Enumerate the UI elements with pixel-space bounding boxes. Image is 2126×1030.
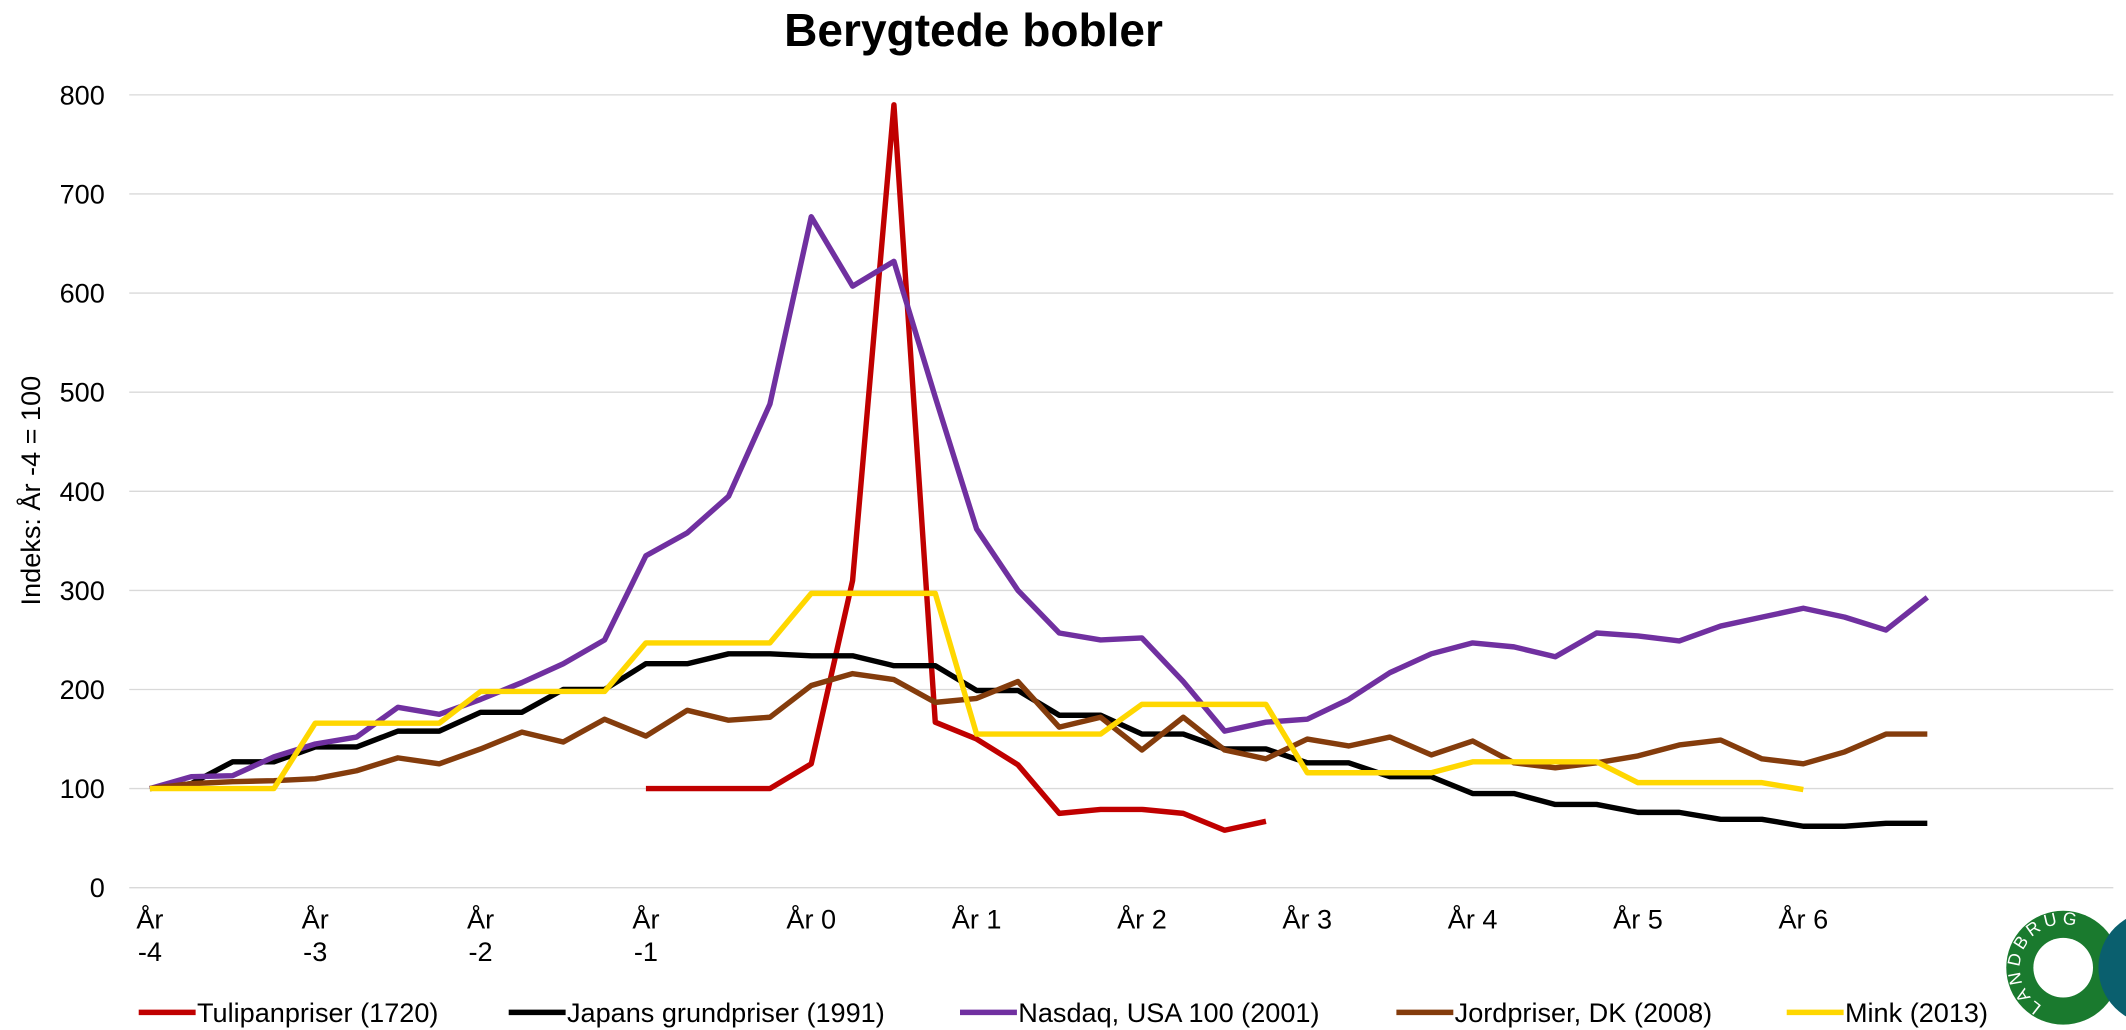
x-tick-label-box: År 2: [1117, 905, 1167, 936]
x-tick-label-box: År -3: [301, 905, 329, 968]
chart-title: Berygtede bobler: [784, 4, 1163, 56]
series-line: [149, 651, 1928, 829]
logo: LANDBRUG: [2003, 908, 2126, 1025]
x-tick-label-box: År 4: [1447, 905, 1498, 936]
legend-label: Jordpriser, DK (2008): [1455, 997, 1713, 1028]
y-tick-label: 0: [90, 872, 105, 903]
x-tick-label: År 3: [1282, 905, 1333, 936]
legend-label: Mink (2013): [1845, 997, 1988, 1028]
legend-label: Nasdaq, USA 100 (2001): [1018, 997, 1319, 1028]
logo-hole: [2033, 937, 2093, 998]
x-tick-label-box: År -1: [632, 905, 660, 968]
logo-circle: [2098, 918, 2126, 1017]
y-tick-label: 600: [60, 278, 105, 309]
x-tick-label: År 6: [1778, 905, 1829, 936]
series-line: [149, 670, 1928, 792]
series-line: [645, 102, 1267, 833]
y-tick-label: 400: [60, 476, 105, 507]
series-line: [149, 590, 1804, 793]
x-tick-label: År 0: [786, 905, 837, 936]
x-tick-label: År 1: [951, 905, 1002, 936]
y-tick-label: 700: [60, 178, 105, 209]
legend-label: Japans grundpriser (1991): [567, 997, 885, 1028]
x-tick-label-box: År 5: [1613, 905, 1663, 936]
x-tick-label: År 5: [1613, 905, 1663, 936]
x-tick-label-box: År 1: [951, 905, 1002, 936]
x-tick-label: År -3: [301, 905, 329, 968]
x-tick-label: År -4: [136, 905, 164, 968]
y-tick-label: 500: [60, 377, 105, 408]
y-tick-label: 200: [60, 674, 105, 705]
y-tick-label: 800: [60, 79, 105, 110]
series-line: [149, 214, 1930, 792]
x-tick-label-box: År 0: [786, 905, 837, 936]
x-tick-label: År 4: [1447, 905, 1498, 936]
x-tick-label-box: År -4: [136, 905, 164, 968]
x-tick-label-box: År -2: [467, 905, 495, 968]
x-tick-label-box: År 3: [1282, 905, 1333, 936]
x-tick-label-box: År 6: [1778, 905, 1829, 936]
x-tick-label: År 2: [1117, 905, 1167, 936]
x-tick-label: År -1: [632, 905, 660, 968]
x-tick-label: År -2: [467, 905, 495, 968]
y-tick-label: 300: [60, 575, 105, 606]
y-tick-label: 100: [60, 773, 105, 804]
y-axis-label: Indeks: År -4 = 100: [15, 376, 46, 606]
legend-label: Tulipanpriser (1720): [197, 997, 438, 1028]
